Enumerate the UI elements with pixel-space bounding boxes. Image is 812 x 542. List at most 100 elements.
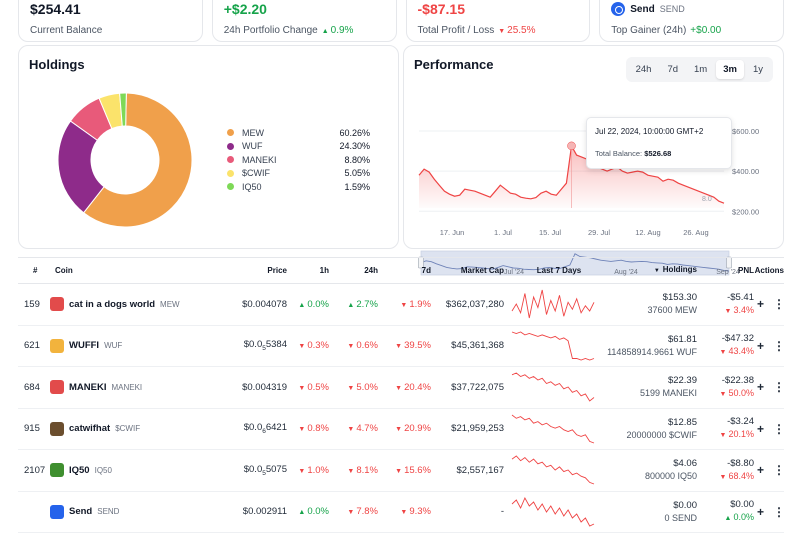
legend-pct: 5.05% — [344, 168, 370, 179]
legend-dot — [227, 169, 234, 177]
top-gainer-card[interactable]: Send SEND Top Gainer (24h) +$0.00 — [599, 0, 784, 42]
pnl-pct: ▼ 43.4% — [719, 346, 754, 357]
add-transaction-icon[interactable]: + — [756, 338, 764, 353]
triangle-up-icon: ▲ — [298, 301, 306, 309]
holdings-donut-chart[interactable] — [57, 92, 193, 228]
sparkline-7d — [511, 414, 595, 444]
add-transaction-icon[interactable]: + — [756, 297, 764, 312]
legend-pct: 1.59% — [344, 181, 370, 192]
coin-name: cat in a dogs world — [69, 298, 156, 310]
more-options-icon[interactable]: ⋮ — [773, 297, 785, 312]
add-transaction-icon[interactable]: + — [756, 504, 764, 519]
holdings-panel: Holdings MEW 60.26% WUF 24.30% MANEKI 8.80% $C… — [18, 45, 399, 249]
change-1h: ▼ 0.5% — [298, 381, 329, 393]
coin-name: Send — [69, 506, 93, 518]
change-7d: ▼ 15.6% — [395, 464, 431, 476]
change-7d: ▼ 20.4% — [395, 381, 431, 393]
change-1h: ▼ 1.0% — [298, 464, 329, 476]
coin-symbol: IQ50 — [94, 465, 112, 475]
table-row[interactable]: 159 cat in a dogs world MEW $0.004078 ▲ 0.0% ▲… — [18, 284, 785, 326]
performance-tooltip: Jul 22, 2024, 10:00:00 GMT+2 Total Balan… — [586, 117, 732, 169]
coin-cell[interactable]: catwifhat $CWIF — [50, 421, 210, 436]
table-row[interactable]: 915 catwifhat $CWIF $0.066421 ▼ 0.8% ▼ 4.7% ▼ 20.… — [18, 409, 785, 450]
legend-item[interactable]: WUF 24.30% — [227, 140, 370, 154]
holding-amount: 5199 MANEKI — [639, 388, 697, 399]
more-options-icon[interactable]: ⋮ — [773, 463, 785, 478]
range-tab-1y[interactable]: 1y — [752, 64, 763, 75]
sparkline-path — [511, 496, 595, 527]
donut-slice-iq50[interactable] — [119, 92, 127, 127]
add-transaction-icon[interactable]: + — [756, 463, 764, 478]
triangle-down-icon: ▼ — [498, 28, 506, 35]
sparkline-path — [511, 414, 595, 444]
coin-cell[interactable]: Send SEND — [50, 504, 210, 519]
pnl-pct: ▲ 0.0% — [724, 512, 754, 523]
top-gainer-name: Send — [630, 3, 655, 15]
more-options-icon[interactable]: ⋮ — [773, 504, 785, 519]
pnl-value: -$22.38 — [721, 374, 754, 386]
table-row[interactable]: Send SEND $0.002911 ▲ 0.0% ▼ 7.8% ▼ 9.3% - $0.00 0 … — [18, 492, 785, 533]
legend-item[interactable]: $CWIF 5.05% — [227, 167, 370, 181]
holding-value: $12.85 — [667, 416, 697, 428]
header-price[interactable]: Price — [267, 266, 287, 275]
pnl-pct: ▼ 3.4% — [724, 304, 754, 315]
triangle-down-icon: ▼ — [347, 509, 355, 517]
change-24h: ▼ 4.7% — [347, 423, 378, 435]
coin-price: $0.055075 — [243, 463, 287, 477]
header-pnl[interactable]: PNL — [738, 266, 754, 275]
legend-item[interactable]: MEW 60.26% — [227, 126, 370, 140]
more-options-icon[interactable]: ⋮ — [773, 421, 785, 436]
top-gainer-label: Top Gainer (24h) — [611, 25, 687, 36]
navigator-window[interactable] — [420, 250, 730, 276]
table-body: 159 cat in a dogs world MEW $0.004078 ▲ 0.0% ▲… — [18, 284, 785, 533]
pnl-value: -$5.41 — [727, 291, 754, 303]
header-holdings[interactable]: ▼ Holdings — [653, 265, 697, 274]
donut-slice-mew[interactable] — [82, 92, 193, 228]
more-options-icon[interactable]: ⋮ — [773, 338, 785, 353]
triangle-down-icon: ▼ — [395, 343, 403, 351]
coin-cell[interactable]: IQ50 IQ50 — [50, 463, 210, 478]
header-7d[interactable]: 7d — [421, 266, 431, 275]
coin-cell[interactable]: cat in a dogs world MEW — [50, 297, 210, 312]
coin-name: MANEKI — [69, 381, 107, 393]
y-tick-label: $400.00 — [732, 167, 759, 176]
table-row[interactable]: 2107 IQ50 IQ50 $0.055075 ▼ 1.0% ▼ 8.1% ▼ 15.6% $2,… — [18, 450, 785, 492]
header-rank[interactable]: # — [33, 266, 38, 275]
range-tab-1m[interactable]: 1m — [694, 64, 708, 75]
table-row[interactable]: 684 MANEKI MANEKI $0.004319 ▼ 0.5% ▼ 5.0% ▼ 20.4%… — [18, 367, 785, 409]
header-market-cap[interactable]: Market Cap — [460, 266, 504, 275]
legend-item[interactable]: MANEKI 8.80% — [227, 153, 370, 167]
range-tab-3m[interactable]: 3m — [716, 60, 744, 79]
range-tab-24h[interactable]: 24h — [635, 64, 652, 75]
performance-title: Performance — [414, 57, 494, 72]
coin-rank: 684 — [24, 381, 40, 393]
legend-dot — [227, 156, 234, 164]
coin-cell[interactable]: MANEKI MANEKI — [50, 380, 210, 395]
legend-item[interactable]: IQ50 1.59% — [227, 180, 370, 194]
sparkline-path — [511, 290, 595, 319]
triangle-up-icon: ▲ — [724, 515, 732, 523]
header-1h[interactable]: 1h — [319, 266, 329, 275]
add-transaction-icon[interactable]: + — [756, 421, 764, 436]
coin-name: IQ50 — [69, 464, 90, 476]
add-transaction-icon[interactable]: + — [756, 380, 764, 395]
header-24h[interactable]: 24h — [364, 266, 378, 275]
header-coin[interactable]: Coin — [55, 266, 73, 275]
coin-price: $0.055384 — [243, 339, 287, 353]
holding-amount: 37600 MEW — [647, 305, 697, 316]
legend-name: MANEKI — [242, 154, 277, 165]
holding-value: $4.06 — [673, 458, 697, 470]
x-tick-label: 17. Jun — [440, 228, 465, 237]
range-tab-7d[interactable]: 7d — [667, 64, 679, 75]
legend-pct: 60.26% — [339, 127, 370, 138]
sparkline-7d — [511, 290, 595, 319]
sparkline-path — [511, 331, 595, 361]
performance-chart[interactable]: $600.00 $400.00 $200.00 8.0 17. Jun 1. Jul 15.… — [414, 108, 776, 288]
portfolio-change-label: 24h Portfolio Change — [223, 25, 318, 36]
y-tick-label: $600.00 — [732, 127, 759, 136]
profit-loss-value: -$87.15 — [417, 1, 465, 17]
table-row[interactable]: 621 WUFFI WUF $0.055384 ▼ 0.3% ▼ 0.6% ▼ 39.5% $45,… — [18, 326, 785, 367]
coin-cell[interactable]: WUFFI WUF — [50, 338, 210, 353]
tooltip-balance-value: $526.68 — [644, 149, 672, 158]
more-options-icon[interactable]: ⋮ — [773, 380, 785, 395]
